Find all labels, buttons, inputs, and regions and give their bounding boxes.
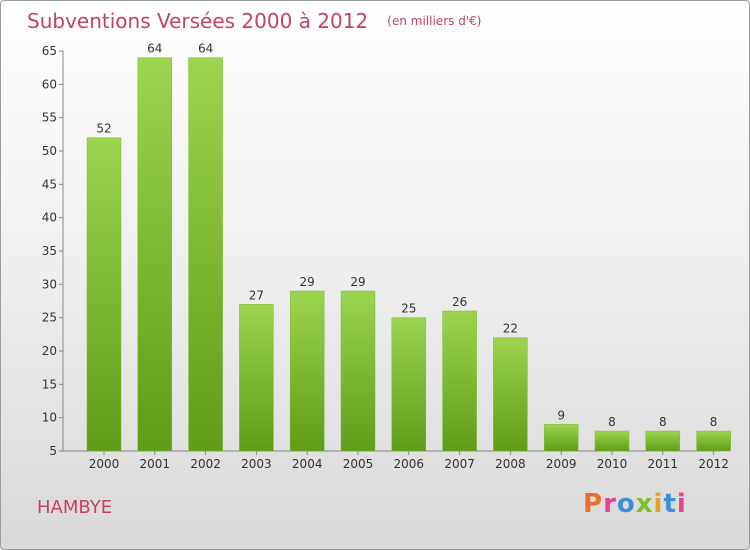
x-tick-label-2012: 2012 [698,457,729,471]
bar-2001 [137,57,173,452]
x-tick-label-2005: 2005 [343,457,374,471]
data-label-2004: 29 [300,275,315,289]
y-tick-label: 50 [42,144,57,158]
bar-2012 [696,430,731,452]
y-tick-label: 25 [42,311,57,325]
data-label-2000: 52 [96,122,111,136]
data-label-2002: 64 [198,42,213,56]
y-tick-label: 35 [42,244,57,258]
data-label-2011: 8 [659,415,667,429]
x-tick-label-2011: 2011 [648,457,679,471]
y-tick-label: 40 [42,211,57,225]
bar-2002 [188,57,223,452]
logo-letter: o [616,489,636,519]
data-label-2007: 26 [452,295,467,309]
bar-2007 [442,310,477,452]
logo-letter: r [603,489,617,519]
x-tick-label-2004: 2004 [292,457,323,471]
bar-2003 [239,304,274,452]
y-tick-label: 60 [42,77,57,91]
logo-letter: i [653,489,664,519]
y-tick-label: 65 [42,44,57,58]
bars [86,57,731,452]
axes: 5 10 15 20 25 30 35 40 45 50 55 60 65 2000 2001 2002 200… [42,44,729,471]
data-label-2001: 64 [147,42,162,56]
commune-name: HAMBYE [37,497,113,518]
title-row: Subventions Versées 2000 à 2012 (en mill… [27,9,481,33]
y-tick-label: 55 [42,111,57,125]
x-tick-label-2002: 2002 [190,457,221,471]
logo-letter: i [676,489,687,519]
x-tick-label-2010: 2010 [597,457,628,471]
x-tick-label-2001: 2001 [140,457,171,471]
y-tick-label: 30 [42,277,57,291]
data-label-2009: 9 [557,408,565,422]
bar-2009 [543,424,579,452]
y-tick-label: 10 [42,411,57,425]
data-label-2003: 27 [249,288,264,302]
bar-2010 [594,430,630,452]
chart-unit: (en milliers d'€) [387,14,482,28]
y-tick-label: 15 [42,377,57,391]
bar-2011 [645,430,681,452]
bar-2000 [86,137,122,452]
y-tick-label: 45 [42,177,57,191]
logo-letter: P [583,489,604,519]
data-label-2012: 8 [710,415,718,429]
y-tick-label: 5 [49,444,57,458]
data-label-2006: 25 [401,302,416,316]
proxiti-logo[interactable]: Proxiti [583,489,687,519]
logo-letter: x [635,489,654,519]
data-label-2005: 29 [350,275,365,289]
chart-title: Subventions Versées 2000 à 2012 [27,9,369,33]
data-label-2010: 8 [608,415,616,429]
bar-2005 [340,290,376,452]
x-tick-label-2003: 2003 [241,457,272,471]
x-tick-label-2009: 2009 [546,457,577,471]
x-tick-label-2006: 2006 [394,457,425,471]
bar-2006 [391,317,427,452]
labels: 52 64 64 27 29 29 25 26 22 9 8 8 8 [96,42,717,429]
logo-letter: t [663,489,677,519]
y-tick-label: 20 [42,344,57,358]
bar-2004 [289,290,325,452]
data-label-2008: 22 [503,322,518,336]
bar-2008 [493,337,528,452]
x-tick-label-2008: 2008 [495,457,526,471]
x-tick-label-2007: 2007 [444,457,475,471]
x-tick-label-2000: 2000 [89,457,120,471]
